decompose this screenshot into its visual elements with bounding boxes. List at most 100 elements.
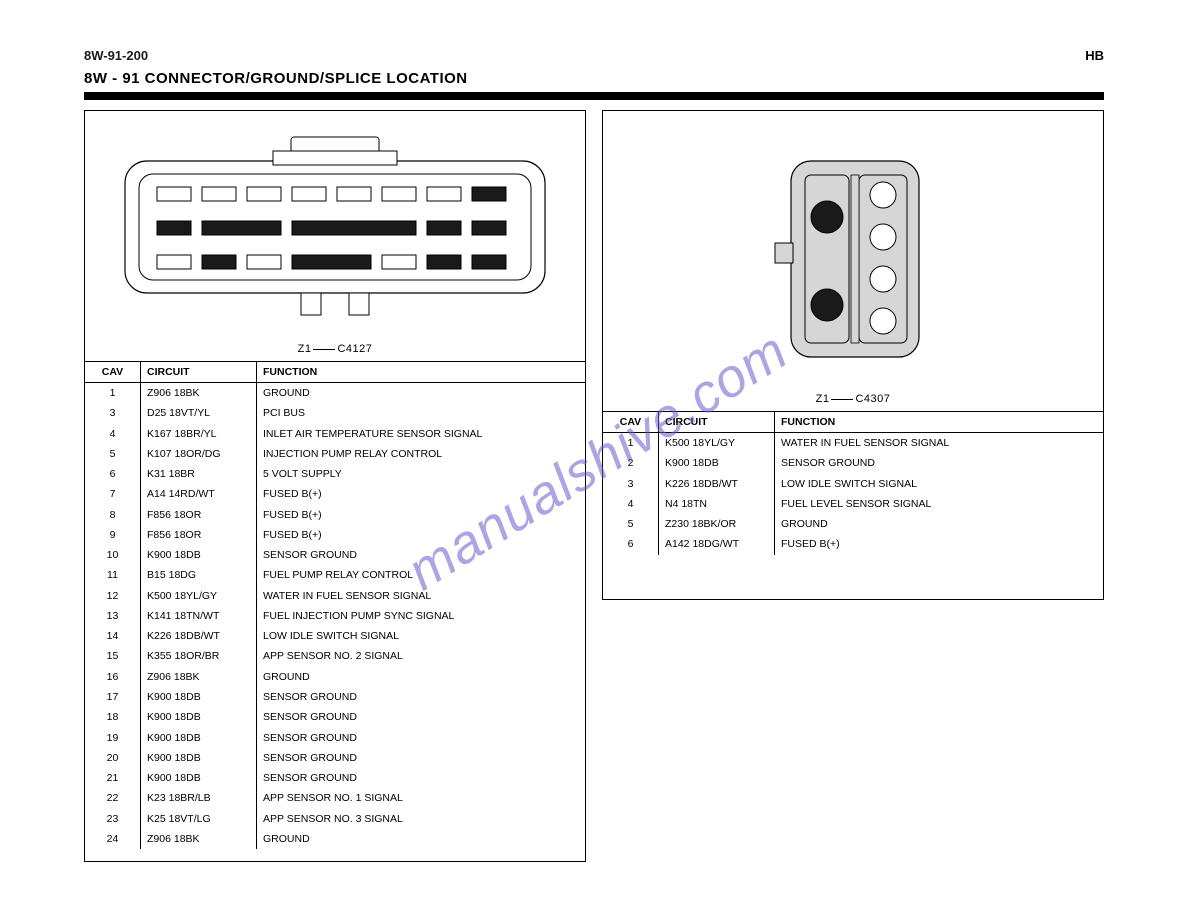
circuit-cell: A142 18DG/WT xyxy=(659,534,775,554)
cav-cell: 6 xyxy=(603,534,659,554)
function-cell: WATER IN FUEL SENSOR SIGNAL xyxy=(775,433,1103,453)
function-cell: PCI BUS xyxy=(257,403,585,423)
left-diagram-area: Z1C4127 xyxy=(85,111,585,361)
header-rule xyxy=(84,92,1104,100)
circuit-cell: K23 18BR/LB xyxy=(141,788,257,808)
function-cell: GROUND xyxy=(257,383,585,403)
circuit-cell: D25 18VT/YL xyxy=(141,403,257,423)
circuit-cell: F856 18OR xyxy=(141,505,257,525)
table-row: 1K500 18YL/GYWATER IN FUEL SENSOR SIGNAL xyxy=(603,433,1103,453)
circuit-cell: K900 18DB xyxy=(141,728,257,748)
circuit-cell: K900 18DB xyxy=(141,545,257,565)
cav-cell: 23 xyxy=(85,809,141,829)
cav-cell: 4 xyxy=(85,424,141,444)
underline-icon xyxy=(313,349,335,350)
cav-cell: 5 xyxy=(603,514,659,534)
table-row: 1Z906 18BKGROUND xyxy=(85,383,585,403)
table-row: 10K900 18DBSENSOR GROUND xyxy=(85,545,585,565)
cav-cell: 11 xyxy=(85,565,141,585)
circuit-cell: K25 18VT/LG xyxy=(141,809,257,829)
cav-cell: 19 xyxy=(85,728,141,748)
function-cell: GROUND xyxy=(257,667,585,687)
table-row: 5Z230 18BK/ORGROUND xyxy=(603,514,1103,534)
function-cell: GROUND xyxy=(775,514,1103,534)
circuit-cell: K900 18DB xyxy=(141,768,257,788)
cav-cell: 21 xyxy=(85,768,141,788)
cav-cell: 12 xyxy=(85,586,141,606)
table-row: 6A142 18DG/WTFUSED B(+) xyxy=(603,534,1103,554)
underline-icon xyxy=(831,399,853,400)
circuit-cell: K107 18OR/DG xyxy=(141,444,257,464)
section-title: 8W - 91 CONNECTOR/GROUND/SPLICE LOCATION xyxy=(84,70,468,87)
connector-c4127-icon xyxy=(115,129,555,329)
table-row: 12K500 18YL/GYWATER IN FUEL SENSOR SIGNA… xyxy=(85,586,585,606)
function-cell: SENSOR GROUND xyxy=(257,707,585,727)
circuit-cell: K900 18DB xyxy=(141,687,257,707)
table-row: 18K900 18DBSENSOR GROUND xyxy=(85,707,585,727)
right-data-rows: 1K500 18YL/GYWATER IN FUEL SENSOR SIGNAL… xyxy=(603,433,1103,583)
cav-cell: 24 xyxy=(85,829,141,849)
table-row: 3K226 18DB/WTLOW IDLE SWITCH SIGNAL xyxy=(603,474,1103,494)
cav-cell: 17 xyxy=(85,687,141,707)
table-row: 20K900 18DBSENSOR GROUND xyxy=(85,748,585,768)
table-row: 11B15 18DGFUEL PUMP RELAY CONTROL xyxy=(85,565,585,585)
table-row: 17K900 18DBSENSOR GROUND xyxy=(85,687,585,707)
cav-cell: 14 xyxy=(85,626,141,646)
cav-cell: 8 xyxy=(85,505,141,525)
cav-cell: 15 xyxy=(85,646,141,666)
cav-cell: 22 xyxy=(85,788,141,808)
function-cell: SENSOR GROUND xyxy=(257,768,585,788)
table-row: 2K900 18DBSENSOR GROUND xyxy=(603,453,1103,473)
cav-cell: 5 xyxy=(85,444,141,464)
table-row: 7A14 14RD/WTFUSED B(+) xyxy=(85,484,585,504)
cav-cell: 13 xyxy=(85,606,141,626)
circuit-cell: K500 18YL/GY xyxy=(141,586,257,606)
circuit-cell: K31 18BR xyxy=(141,464,257,484)
function-cell: SENSOR GROUND xyxy=(257,545,585,565)
function-cell: FUSED B(+) xyxy=(257,505,585,525)
function-cell: FUEL PUMP RELAY CONTROL xyxy=(257,565,585,585)
cav-cell: 2 xyxy=(603,453,659,473)
function-cell: FUEL LEVEL SENSOR SIGNAL xyxy=(775,494,1103,514)
circuit-cell: Z906 18BK xyxy=(141,829,257,849)
table-row: 16Z906 18BKGROUND xyxy=(85,667,585,687)
table-row: 23K25 18VT/LGAPP SENSOR NO. 3 SIGNAL xyxy=(85,809,585,829)
cav-cell: 4 xyxy=(603,494,659,514)
cav-cell: 1 xyxy=(603,433,659,453)
circuit-cell: K167 18BR/YL xyxy=(141,424,257,444)
table-row: 9F856 18ORFUSED B(+) xyxy=(85,525,585,545)
left-col-circuit-header: CIRCUIT xyxy=(141,362,257,382)
table-row: 5K107 18OR/DGINJECTION PUMP RELAY CONTRO… xyxy=(85,444,585,464)
function-cell: SENSOR GROUND xyxy=(257,748,585,768)
right-col-circuit-header: CIRCUIT xyxy=(659,412,775,432)
function-cell: INLET AIR TEMPERATURE SENSOR SIGNAL xyxy=(257,424,585,444)
right-diagram-area: Z1C4307 xyxy=(603,111,1103,411)
table-row: 14K226 18DB/WTLOW IDLE SWITCH SIGNAL xyxy=(85,626,585,646)
left-data-rows: 1Z906 18BKGROUND3D25 18VT/YLPCI BUS4K167… xyxy=(85,383,585,845)
function-cell: APP SENSOR NO. 2 SIGNAL xyxy=(257,646,585,666)
cav-cell: 16 xyxy=(85,667,141,687)
table-row: 15K355 18OR/BRAPP SENSOR NO. 2 SIGNAL xyxy=(85,646,585,666)
header-right: HB xyxy=(1085,48,1104,63)
function-cell: WATER IN FUEL SENSOR SIGNAL xyxy=(257,586,585,606)
function-cell: SENSOR GROUND xyxy=(257,728,585,748)
cav-cell: 10 xyxy=(85,545,141,565)
function-cell: APP SENSOR NO. 3 SIGNAL xyxy=(257,809,585,829)
table-row: 13K141 18TN/WTFUEL INJECTION PUMP SYNC S… xyxy=(85,606,585,626)
cav-cell: 9 xyxy=(85,525,141,545)
circuit-cell: Z906 18BK xyxy=(141,667,257,687)
circuit-cell: A14 14RD/WT xyxy=(141,484,257,504)
function-cell: FUEL INJECTION PUMP SYNC SIGNAL xyxy=(257,606,585,626)
circuit-cell: N4 18TN xyxy=(659,494,775,514)
function-cell: LOW IDLE SWITCH SIGNAL xyxy=(257,626,585,646)
table-row: 8F856 18ORFUSED B(+) xyxy=(85,505,585,525)
table-row: 4K167 18BR/YLINLET AIR TEMPERATURE SENSO… xyxy=(85,424,585,444)
function-cell: INJECTION PUMP RELAY CONTROL xyxy=(257,444,585,464)
left-label-suffix: C4127 xyxy=(337,343,372,355)
circuit-cell: K355 18OR/BR xyxy=(141,646,257,666)
cav-cell: 20 xyxy=(85,748,141,768)
cav-cell: 6 xyxy=(85,464,141,484)
function-cell: SENSOR GROUND xyxy=(257,687,585,707)
circuit-cell: K226 18DB/WT xyxy=(659,474,775,494)
right-panel: Z1C4307 CAV CIRCUIT FUNCTION 1K500 18YL/… xyxy=(602,110,1104,600)
